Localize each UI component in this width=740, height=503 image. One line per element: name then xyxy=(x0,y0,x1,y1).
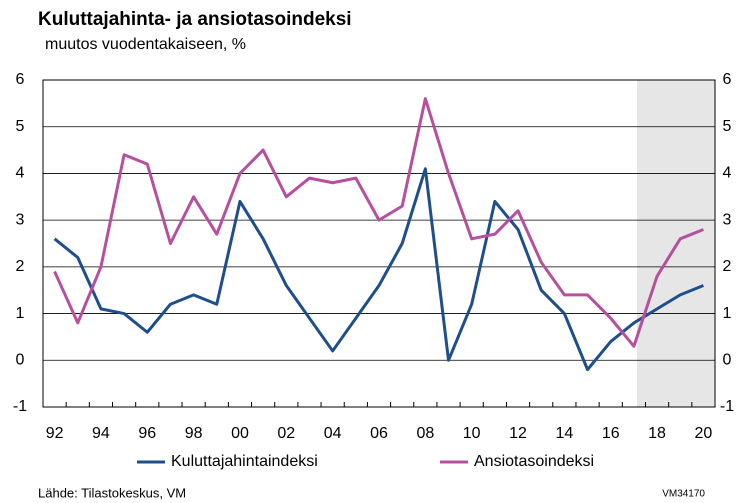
x-tick-label: 06 xyxy=(370,425,388,442)
y-tick-label: 1 xyxy=(16,305,25,322)
y-tick-label: 2 xyxy=(16,258,25,275)
source: Lähde: Tilastokeskus, VM xyxy=(38,485,186,500)
series-line xyxy=(53,97,704,348)
y2-tick-label: 2 xyxy=(723,258,732,275)
y-tick-label: 3 xyxy=(16,211,25,228)
y2-tick-label: 0 xyxy=(723,352,732,369)
chart-subtitle: muutos vuodentakaiseen, % xyxy=(45,36,246,53)
chart-title: Kuluttajahinta- ja ansiotasoindeksi xyxy=(38,9,352,30)
y-tick-label: 6 xyxy=(16,71,25,88)
legend-label: Ansiotasoindeksi xyxy=(474,453,594,470)
y-tick-label: 4 xyxy=(16,165,25,182)
x-tick-label: 12 xyxy=(509,425,527,442)
x-tick-label: 04 xyxy=(324,425,342,442)
y2-tick-label: 3 xyxy=(723,211,732,228)
x-tick-label: 10 xyxy=(463,425,481,442)
y-tick-label: 0 xyxy=(16,352,25,369)
y2-tick-label: 5 xyxy=(723,118,732,135)
x-tick-label: 14 xyxy=(555,425,573,442)
y-tick-label: -1 xyxy=(13,398,27,415)
x-tick-label: 00 xyxy=(231,425,249,442)
x-tick-label: 02 xyxy=(277,425,295,442)
x-tick-label: 94 xyxy=(92,425,110,442)
x-tick-label: 08 xyxy=(416,425,434,442)
y2-tick-label: 6 xyxy=(723,71,732,88)
y2-tick-label: -1 xyxy=(720,398,734,415)
code: VM34170 xyxy=(662,489,705,500)
legend-label: Kuluttajahintaindeksi xyxy=(171,453,318,470)
x-tick-label: 16 xyxy=(602,425,620,442)
series-line xyxy=(53,167,704,372)
x-tick-label: 20 xyxy=(695,425,713,442)
y-tick-label: 5 xyxy=(16,118,25,135)
y2-tick-label: 1 xyxy=(723,305,732,322)
y2-tick-label: 4 xyxy=(723,165,732,182)
x-tick-label: 96 xyxy=(138,425,156,442)
x-tick-label: 98 xyxy=(185,425,203,442)
x-tick-label: 92 xyxy=(46,425,64,442)
x-tick-label: 18 xyxy=(648,425,666,442)
plot-frame xyxy=(42,79,716,408)
